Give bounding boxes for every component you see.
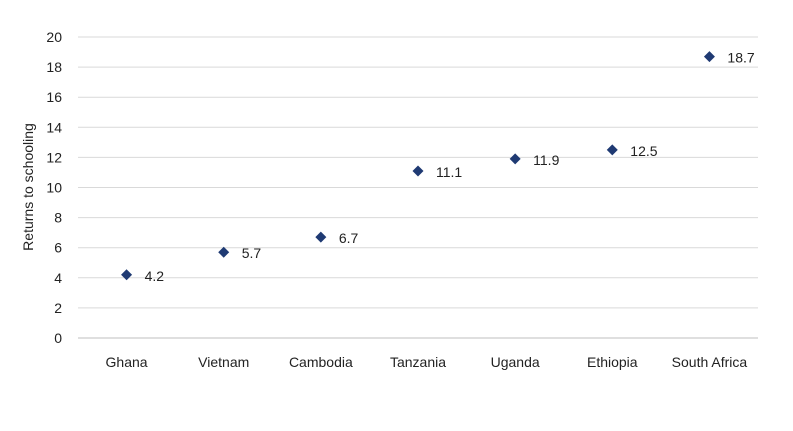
x-category-label: Cambodia (289, 354, 353, 370)
data-value-label: 12.5 (630, 143, 657, 159)
y-tick-label: 12 (46, 149, 62, 165)
y-tick-label: 2 (54, 300, 62, 316)
y-tick-label: 18 (46, 59, 62, 75)
y-tick-label: 6 (54, 240, 62, 256)
data-value-label: 11.9 (533, 152, 559, 168)
y-tick-label: 20 (46, 29, 62, 45)
data-point-marker (412, 165, 424, 177)
y-tick-label: 8 (54, 210, 62, 226)
x-category-label: Uganda (491, 354, 540, 370)
y-axis-title: Returns to schooling (20, 123, 36, 251)
gridlines (78, 36, 758, 339)
data-value-label: 11.1 (436, 164, 462, 180)
data-point-marker (218, 246, 230, 258)
y-tick-label: 4 (54, 270, 62, 286)
data-point-marker (703, 51, 715, 63)
x-category-label: Ethiopia (587, 354, 638, 370)
x-category-label: Vietnam (198, 354, 249, 370)
data-point-marker (509, 153, 521, 165)
x-category-label: Tanzania (390, 354, 446, 370)
data-point-marker (315, 231, 327, 243)
y-axis-ticks: 0 2 4 6 8 10 12 14 16 18 20 (46, 29, 62, 346)
data-value-label: 4.2 (145, 268, 165, 284)
x-axis-categories: Ghana Vietnam Cambodia Tanzania Uganda Ethiop… (106, 354, 748, 370)
x-category-label: South Africa (672, 354, 748, 370)
data-point-marker (121, 269, 133, 281)
y-tick-label: 0 (54, 330, 62, 346)
data-value-label: 6.7 (339, 230, 359, 246)
data-value-label: 5.7 (242, 245, 262, 261)
y-tick-label: 10 (46, 180, 62, 196)
y-tick-label: 14 (46, 119, 62, 135)
data-value-label: 18.7 (727, 50, 754, 66)
data-points (121, 51, 715, 281)
y-tick-label: 16 (46, 89, 62, 105)
data-point-marker (606, 144, 618, 156)
x-category-label: Ghana (106, 354, 148, 370)
data-labels: 4.2 5.7 6.7 11.1 11.9 12.5 18.7 (145, 50, 755, 284)
